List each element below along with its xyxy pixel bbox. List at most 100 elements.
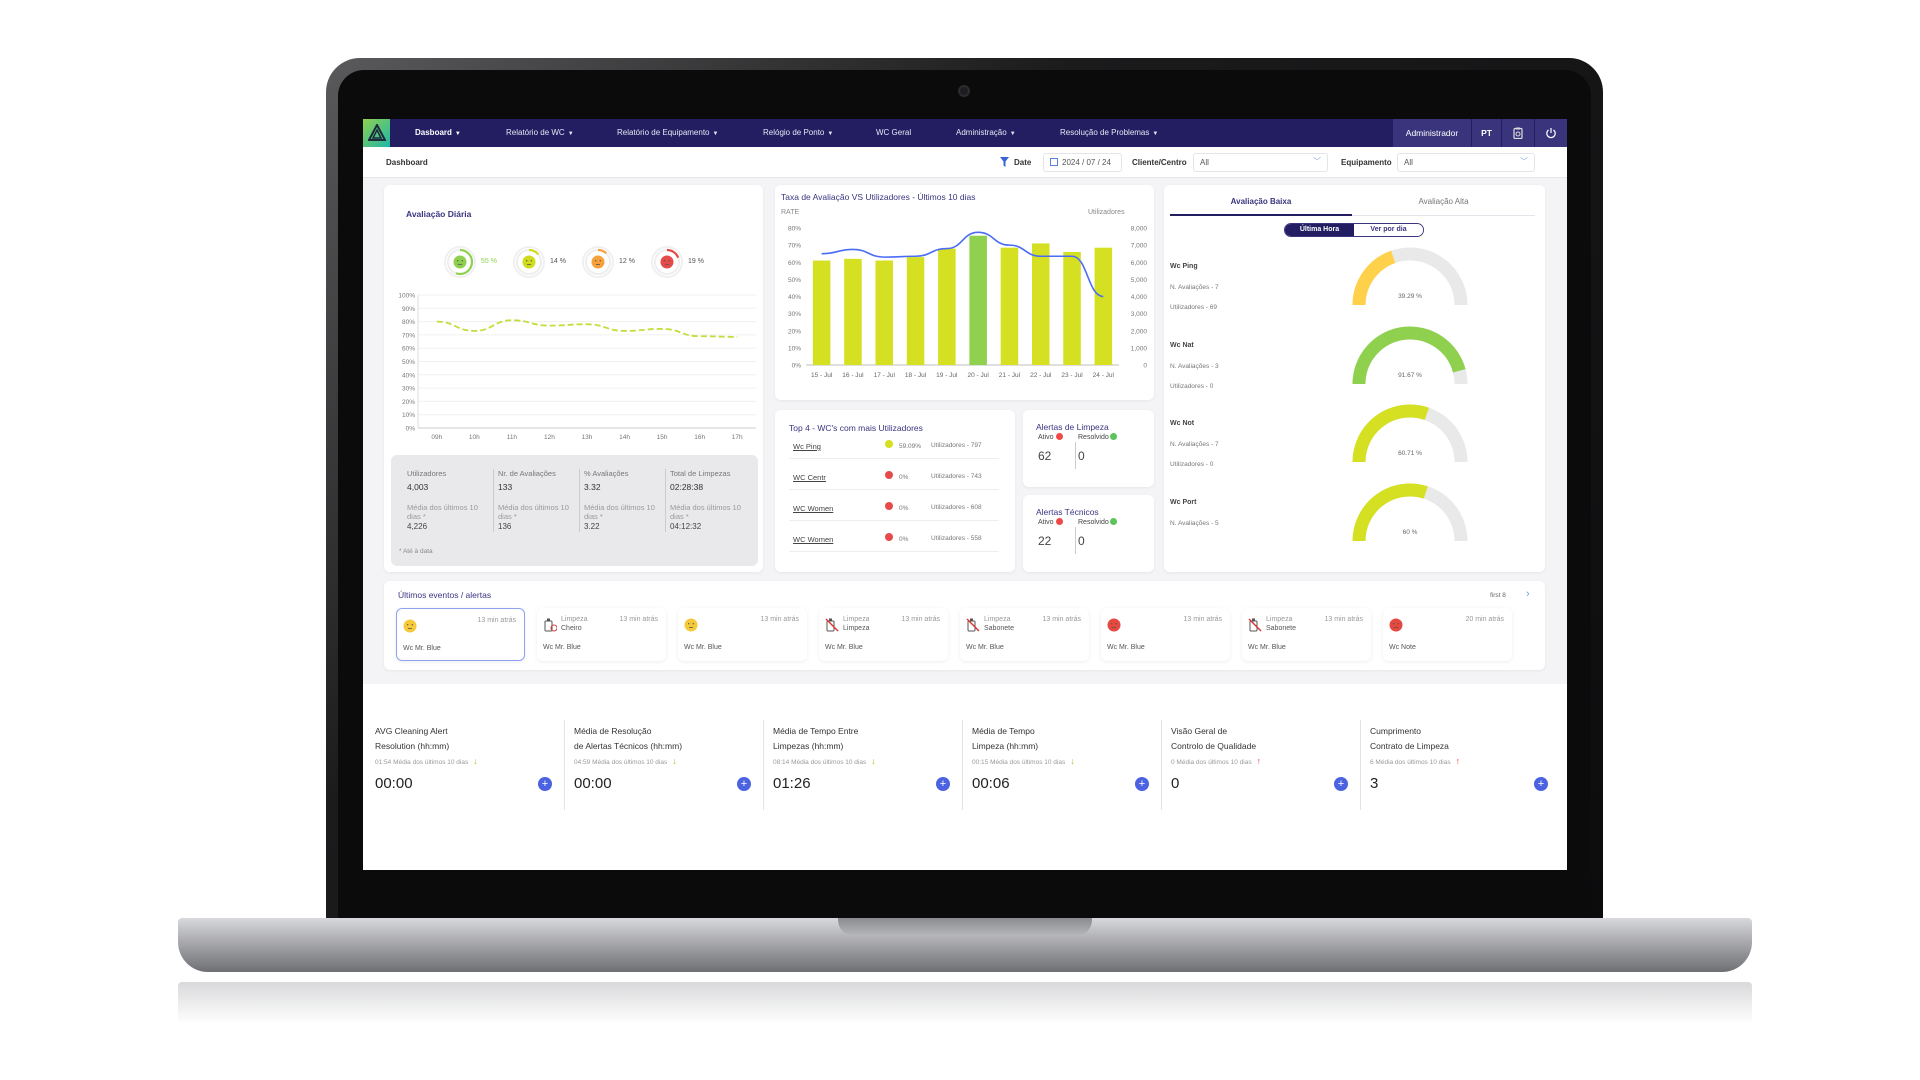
gauge-percent: 91.67 % bbox=[1398, 372, 1422, 379]
wc-link[interactable]: WC Women bbox=[793, 504, 834, 513]
rating-percent: 19 % bbox=[688, 258, 704, 265]
kpi-details-plus-button[interactable]: + bbox=[1135, 777, 1149, 791]
resolved-label: Resolvido bbox=[1078, 519, 1109, 526]
nav-item-relat-rio-de-wc[interactable]: Relatório de WC ▼ bbox=[506, 128, 574, 137]
stat-avg-value: 136 bbox=[498, 521, 512, 531]
kpi-title: Visão Geral de Controlo de Qualidade bbox=[1171, 724, 1256, 754]
kpi-details-plus-button[interactable]: + bbox=[936, 777, 950, 791]
bar-23-Jul[interactable] bbox=[1063, 251, 1081, 365]
event-item[interactable]: 13 min atrás Wc Mr. Blue bbox=[1101, 608, 1230, 661]
nav-item-rel-gio-de-ponto[interactable]: Relógio de Ponto ▼ bbox=[763, 128, 833, 137]
nav-item-label: Relatório de WC bbox=[506, 128, 565, 137]
power-button[interactable] bbox=[1534, 119, 1567, 147]
x-tick-label: 21 - Jul bbox=[999, 372, 1021, 379]
card-title: Últimos eventos / alertas bbox=[398, 590, 492, 600]
user-menu[interactable]: Administrador bbox=[1392, 119, 1471, 147]
bar-20-Jul[interactable] bbox=[969, 235, 987, 365]
status-dot-icon bbox=[885, 502, 893, 510]
tab-low-rating[interactable]: Avaliação Baixa bbox=[1170, 185, 1352, 216]
calendar-icon bbox=[1050, 158, 1058, 166]
y-tick-label: 40% bbox=[402, 372, 415, 379]
resolved-dot-icon bbox=[1110, 518, 1117, 525]
wc-link[interactable]: Wc Ping bbox=[793, 442, 821, 451]
event-item[interactable]: 20 min atrás Wc Note bbox=[1383, 608, 1512, 661]
bar-18-Jul[interactable] bbox=[906, 257, 925, 365]
chart-title: Taxa de Avaliação VS Utilizadores - Últi… bbox=[781, 192, 976, 202]
laptop-notch bbox=[838, 918, 1092, 936]
kpi-details-plus-button[interactable]: + bbox=[737, 777, 751, 791]
rating-ring-arc bbox=[584, 248, 612, 276]
nav-item-administra-o[interactable]: Administração ▼ bbox=[956, 128, 1016, 137]
wc-link[interactable]: WC Women bbox=[793, 535, 834, 544]
date-picker[interactable]: 2024 / 07 / 24 bbox=[1043, 153, 1122, 172]
active-count[interactable]: 62 bbox=[1038, 449, 1052, 463]
combo-chart: 0% 0 10% 1,000 20% 2,000 30% 3,000 40% 4,000 50% 5,… bbox=[788, 226, 1148, 380]
nav-item-dasboard[interactable]: Dasboard ▼ bbox=[415, 128, 461, 137]
x-tick-label: 13h bbox=[582, 434, 593, 441]
event-item[interactable]: 13 min atrás Wc Mr. Blue bbox=[678, 608, 807, 661]
gauge-percent: 60 % bbox=[1403, 529, 1418, 536]
y-tick-label: 30% bbox=[788, 311, 801, 318]
bar-21-Jul[interactable] bbox=[1000, 247, 1019, 365]
kpi-title: Cumprimento Contrato de Limpeza bbox=[1370, 724, 1449, 754]
bar-22-Jul[interactable] bbox=[1031, 243, 1050, 365]
gauge-wc-name: Wc Port bbox=[1170, 499, 1197, 506]
clipboard-button[interactable] bbox=[1501, 119, 1534, 147]
kpi-title-line2: Controlo de Qualidade bbox=[1171, 741, 1257, 751]
nav-item-wc-geral[interactable]: WC Geral bbox=[876, 128, 911, 137]
wc-link[interactable]: WC Centr bbox=[793, 473, 826, 482]
footnote: * Até à data bbox=[399, 548, 433, 555]
happy-face-icon bbox=[453, 255, 467, 269]
neutral-face-icon bbox=[522, 255, 536, 269]
resolved-count[interactable]: 0 bbox=[1078, 449, 1085, 463]
bar-15-Jul[interactable] bbox=[812, 260, 831, 365]
wc-percent: 0% bbox=[899, 505, 909, 512]
filter-icon[interactable] bbox=[1000, 157, 1009, 167]
language-button[interactable]: PT bbox=[1471, 119, 1501, 147]
bar-24-Jul[interactable] bbox=[1094, 247, 1113, 365]
toggle-last-hour[interactable]: Última Hora bbox=[1285, 224, 1354, 236]
event-item[interactable]: Limpeza Cheiro 13 min atrás Wc Mr. Blue bbox=[537, 608, 666, 661]
x-tick-label: 17h bbox=[732, 434, 743, 441]
y2-tick-label: 8,000 bbox=[1131, 226, 1148, 233]
bar-16-Jul[interactable] bbox=[844, 258, 862, 365]
kpi-details-plus-button[interactable]: + bbox=[538, 777, 552, 791]
tab-label: Avaliação Baixa bbox=[1230, 197, 1292, 206]
kpi-average: 01:54 Média dos últimos 10 dias bbox=[375, 759, 469, 766]
gauge-percent: 39.29 % bbox=[1398, 293, 1422, 300]
x-tick-label: 16h bbox=[694, 434, 705, 441]
logo-icon[interactable] bbox=[363, 119, 390, 147]
nav-item-relat-rio-de-equipamento[interactable]: Relatório de Equipamento ▼ bbox=[617, 128, 718, 137]
event-item[interactable]: 13 min atrás Wc Mr. Blue bbox=[396, 608, 525, 661]
event-item[interactable]: Limpeza Limpeza 13 min atrás Wc Mr. Blue bbox=[819, 608, 948, 661]
divider bbox=[1075, 527, 1076, 554]
card-title: Alertas de Limpeza bbox=[1036, 422, 1109, 432]
toggle-label: Última Hora bbox=[1299, 226, 1340, 233]
kpi-average: 6 Média dos últimos 10 dias bbox=[1370, 759, 1451, 766]
kpi-title-line1: Visão Geral de bbox=[1171, 726, 1228, 736]
event-item[interactable]: Limpeza Sabonete 13 min atrás Wc Mr. Blue bbox=[1242, 608, 1371, 661]
bar-17-Jul[interactable] bbox=[875, 260, 894, 365]
tab-high-rating[interactable]: Avaliação Alta bbox=[1352, 185, 1535, 216]
active-count[interactable]: 22 bbox=[1038, 534, 1052, 548]
y-tick-label: 80% bbox=[788, 226, 801, 233]
next-page-chevron-icon[interactable]: › bbox=[1526, 588, 1530, 600]
event-type: Limpeza bbox=[843, 616, 870, 623]
power-icon bbox=[1546, 128, 1556, 139]
event-item[interactable]: Limpeza Sabonete 13 min atrás Wc Mr. Blue bbox=[960, 608, 1089, 661]
kpi-details-plus-button[interactable]: + bbox=[1534, 777, 1548, 791]
kpi-title-line1: AVG Cleaning Alert bbox=[375, 726, 448, 736]
equipment-select[interactable]: All ﹀ bbox=[1397, 153, 1535, 172]
x-tick-label: 20 - Jul bbox=[967, 372, 989, 379]
wc-percent: 0% bbox=[899, 536, 909, 543]
client-select[interactable]: All ﹀ bbox=[1193, 153, 1328, 172]
client-label: Cliente/Centro bbox=[1132, 158, 1187, 167]
top4-card: Top 4 - WC's com mais Utilizadores Wc Pi… bbox=[775, 410, 1015, 572]
status-dot-icon bbox=[885, 471, 893, 479]
bar-19-Jul[interactable] bbox=[938, 248, 956, 365]
nav-item-resolu-o-de-problemas[interactable]: Resolução de Problemas ▼ bbox=[1060, 128, 1158, 137]
rating-panel-card: Avaliação Baixa Avaliação Alta Última Ho… bbox=[1164, 185, 1545, 572]
resolved-count[interactable]: 0 bbox=[1078, 534, 1085, 548]
toggle-by-day[interactable]: Ver por dia bbox=[1354, 224, 1423, 236]
kpi-details-plus-button[interactable]: + bbox=[1334, 777, 1348, 791]
